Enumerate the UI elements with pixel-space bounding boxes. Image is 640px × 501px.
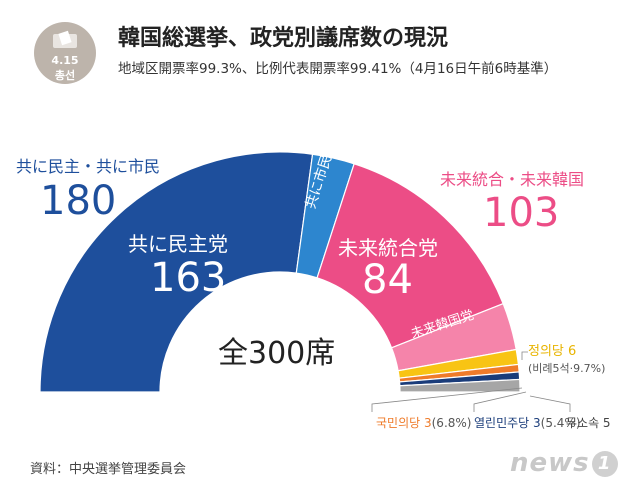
chart-title: 韓国総選挙、政党別議席数の現況 [118,26,449,51]
group-label-unified: 未来統合・未来韓国 [440,170,585,189]
badge-date: 4.15 [51,54,79,67]
badge-label: 총선 [54,69,76,82]
slice-value-unified: 84 [362,257,413,303]
news1-logo: news 1 [510,448,618,478]
justice-party-note: (비례5석·9.7%) [528,362,606,375]
people-party-name: 국민의당 3 [376,416,432,430]
slice-2 [316,162,504,349]
logo-text: news [510,448,590,478]
slice-0 [39,151,314,393]
leader-line-1 [371,387,523,412]
independent-label: 무소속 5 [566,416,611,430]
slice-label-democratic: 共に民主党 [128,232,228,256]
leader-line-3 [529,395,571,412]
open-party-name: 열린민주당 3 [474,416,541,430]
slice-value-democratic: 163 [150,255,227,301]
leader-line-0 [521,351,528,360]
people-party-label: 국민의당 3(6.8%) [376,414,471,431]
justice-party-label: 정의당 6 [528,344,577,359]
people-party-note: (6.8%) [431,416,472,430]
source-note: 資料：中央選挙管理委員会 [30,462,187,477]
group-value-unified: 103 [483,190,560,236]
group-label-democratic: 共に民主・共に市民 [16,157,161,176]
chart-subtitle: 地域区開票率99.3%、比例代表開票率99.41%（4月16日午前6時基準） [118,61,558,77]
ballot-badge: 4.15 총선 [34,22,96,84]
slice-label-unified: 未来統合党 [338,236,438,260]
slice-7 [399,378,521,393]
open-party-label: 열린민주당 3(5.4%) [474,414,581,431]
open-party-note: (5.4%) [540,416,581,430]
center-total-label: 全300席 [218,336,336,371]
group-value-democratic: 180 [40,178,117,224]
leader-line-2 [473,391,527,412]
logo-mark: 1 [591,451,618,477]
